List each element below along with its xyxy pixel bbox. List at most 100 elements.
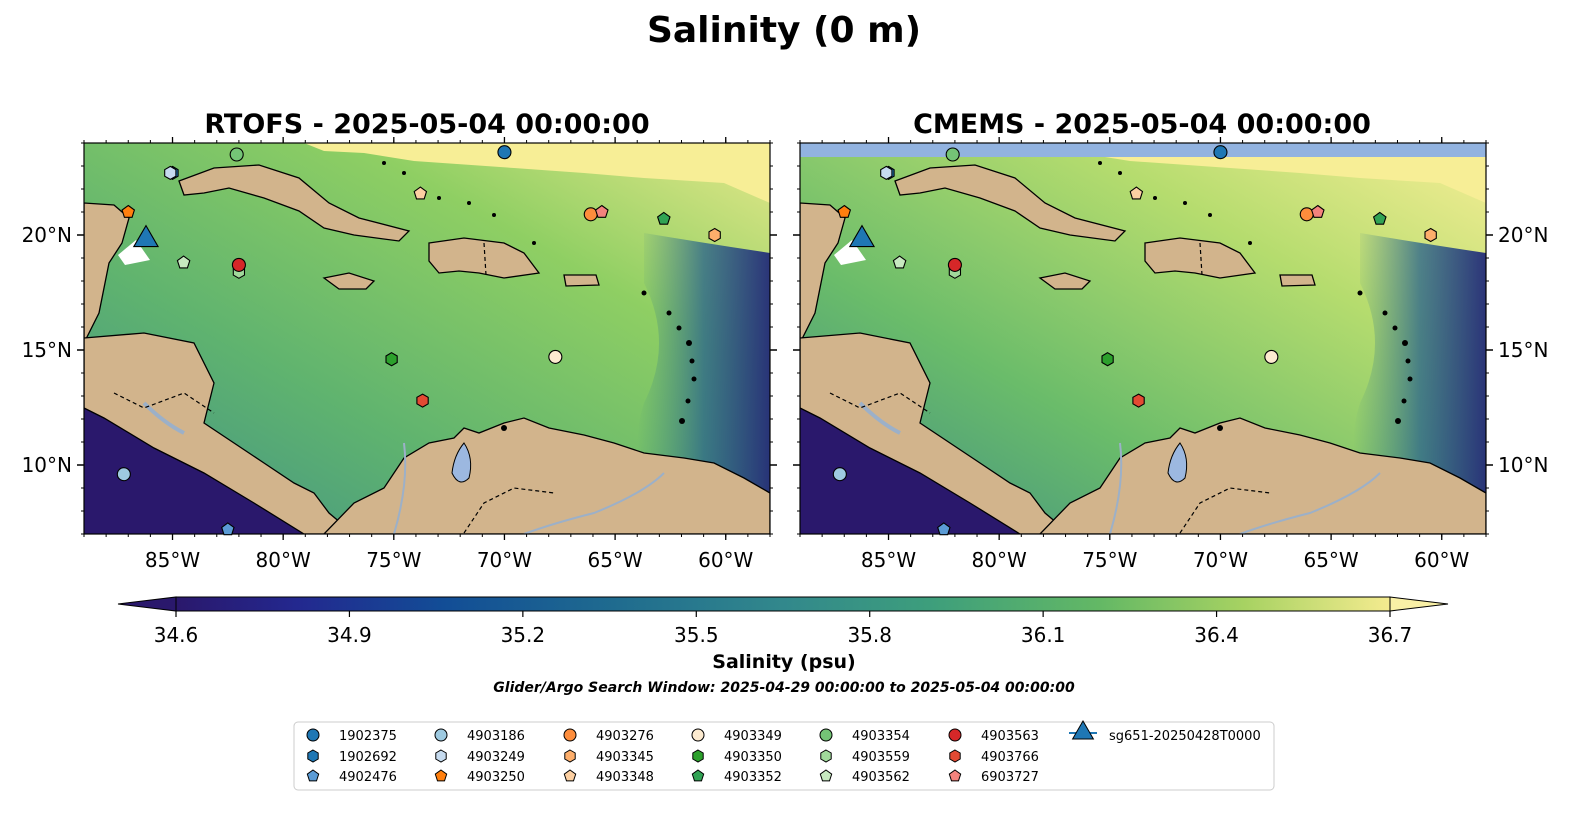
colorbar-tick-label: 35.5 [674,623,719,647]
colorbar-tick-label: 36.1 [1021,623,1066,647]
legend-marker [949,749,961,763]
observation-marker-4903354 [229,147,244,162]
legend-marker [434,769,448,782]
colorbar-tick-label: 34.9 [327,623,372,647]
panel-title-cmems: CMEMS - 2025-05-04 00:00:00 [913,109,1371,140]
lon-tick-label: 60°W [698,548,753,572]
lat-tick-label: 10°N [1498,453,1548,477]
map-cmems [800,143,1486,534]
axes-cmems: 85°W 80°W 75°W 70°W 65°W 60°W 20°N 15°N 10°N [793,137,1548,572]
legend-item-1902375: 1902375 [306,728,397,744]
legend-label: 4903349 [724,729,782,744]
observation-marker-4903349 [548,349,563,364]
panel-cmems: CMEMS - 2025-05-04 00:00:00 85°W 80°W 75°W… [793,109,1548,572]
figure-title: Salinity (0 m) [647,10,921,51]
observation-marker-4903250 [837,204,852,218]
legend-marker [691,728,705,742]
legend-marker [691,769,705,782]
legend-item-1902692: 1902692 [307,749,397,765]
observation-marker-6903727 [594,204,609,218]
lon-tick-label: 60°W [1414,548,1469,572]
legend-item-4903250: 4903250 [434,769,525,785]
legend-label: 4903354 [852,729,910,744]
observation-marker-4903354 [945,147,960,162]
colorbar: 34.6 34.9 35.2 35.5 35.8 36.1 36.4 36.7 Salinit… [117,596,1449,673]
legend-marker [948,769,962,782]
lon-tick-label: 65°W [1303,548,1358,572]
colorbar-ticks: 34.6 34.9 35.2 35.5 35.8 36.1 36.4 36.7 [154,611,1413,647]
legend-label: 4903276 [596,729,654,744]
colorbar-tick-label: 35.8 [847,623,892,647]
axes-rtofs: 85°W 80°W 75°W 70°W 65°W 60°W 20°N 15°N 10°N [22,137,777,572]
panel-title-rtofs: RTOFS - 2025-05-04 00:00:00 [204,109,649,140]
legend-marker [306,728,320,742]
legend-marker [692,749,704,763]
observation-marker-4903350 [385,352,398,367]
legend-marker [819,728,833,742]
observation-marker-4903766 [416,393,429,408]
observation-marker-1902375 [1213,145,1228,160]
legend-item-4903352: 4903352 [691,769,782,785]
colorbar-tick-label: 36.7 [1368,623,1413,647]
legend-label: 1902375 [339,729,397,744]
map-rtofs [84,143,770,534]
observation-marker-4903345 [708,227,721,243]
observation-marker-sg651-20250428T0000 [848,224,876,248]
observation-marker-4903350 [1101,352,1114,367]
lat-tick-label: 10°N [22,453,72,477]
observation-markers-rtofs [116,145,721,536]
legend-marker [306,769,320,782]
observation-marker-4903562 [176,255,191,269]
legend-item-4903766: 4903766 [949,749,1039,765]
legend-label: 4903766 [981,750,1039,765]
legend-label: sg651-20250428T0000 [1109,729,1261,744]
legend-item-4903350: 4903350 [692,749,782,765]
lon-tick-label: 85°W [861,548,916,572]
lon-tick-label: 85°W [145,548,200,572]
legend-marker [434,728,448,742]
observation-marker-4903186 [116,467,131,482]
legend-label: 4903352 [724,770,782,785]
observation-marker-4903345 [1424,227,1437,243]
observation-marker-4903249 [164,165,177,181]
observation-marker-4903352 [656,211,671,225]
observation-marker-4903352 [1372,211,1387,225]
legend-item-4903354: 4903354 [819,728,910,744]
legend-marker [563,728,577,742]
lon-tick-label: 70°W [1193,548,1248,572]
legend-item-4903563: 4903563 [948,728,1039,744]
legend-marker [307,749,319,763]
legend-item-4903186: 4903186 [434,728,525,744]
legend-label: 4903250 [467,770,525,785]
colorbar-tick-label: 36.4 [1194,623,1239,647]
observation-marker-4903562 [892,255,907,269]
lat-tick-label: 20°N [1498,223,1548,247]
lat-tick-label: 15°N [22,338,72,362]
legend-item-4903562: 4903562 [819,769,910,785]
observation-marker-4903563 [947,257,962,272]
lon-tick-label: 65°W [587,548,642,572]
legend-item-4903249: 4903249 [435,749,525,765]
legend-label: 6903727 [981,770,1039,785]
legend-item-4903348: 4903348 [563,769,654,785]
colorbar-tick-label: 34.6 [154,623,199,647]
legend-label: 1902692 [339,750,397,765]
observation-marker-4903563 [231,257,246,272]
lon-tick-label: 70°W [477,548,532,572]
observation-marker-6903727 [1310,204,1325,218]
legend-label: 4903186 [467,729,525,744]
legend-label: 4903350 [724,750,782,765]
lon-tick-label: 80°W [972,548,1027,572]
legend-item-4903276: 4903276 [563,728,654,744]
legend-item-6903727: 6903727 [948,769,1039,785]
legend-marker [435,749,447,763]
lon-tick-label: 75°W [1082,548,1137,572]
legend-marker [819,769,833,782]
observation-marker-1902375 [497,145,512,160]
search-window-note: Glider/Argo Search Window: 2025-04-29 00… [493,680,1075,696]
panel-rtofs: RTOFS - 2025-05-04 00:00:00 85°W 80°W 75°W… [22,109,777,572]
legend-label: 4902476 [339,770,397,785]
observation-marker-4903250 [121,204,136,218]
legend-label: 4903562 [852,770,910,785]
